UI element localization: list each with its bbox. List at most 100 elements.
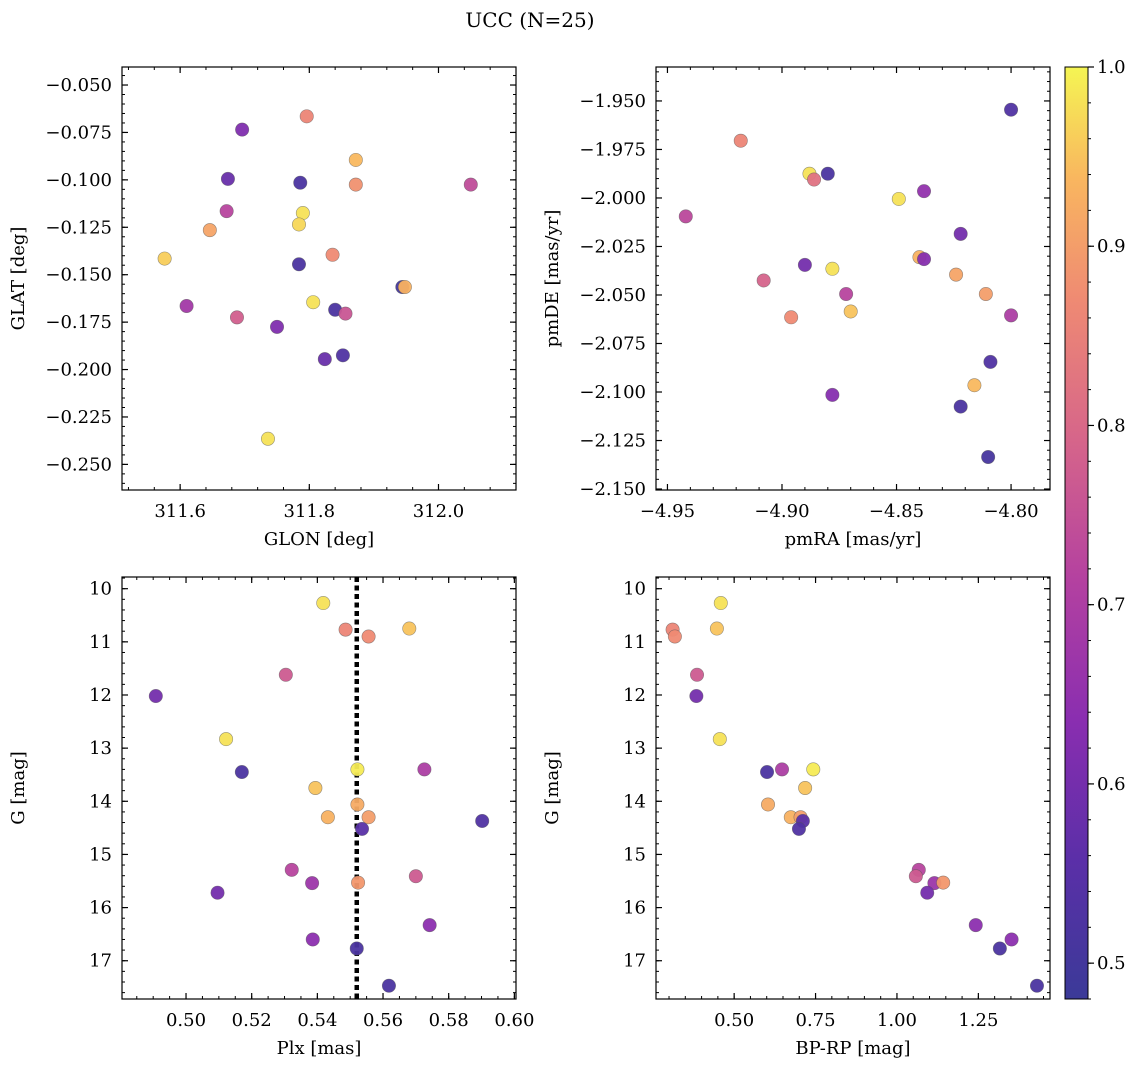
- y-tick-label: 16: [89, 898, 112, 919]
- scatter-point: [402, 621, 417, 636]
- y-tick-label: −0.175: [45, 312, 112, 333]
- scatter-point: [981, 450, 996, 465]
- x-tick-label: 0.56: [363, 1010, 403, 1031]
- colorbar: 0.5 0.6 0.7 0.8 0.9 1.0: [1064, 57, 1126, 1000]
- y-axis-label: G [mag]: [542, 751, 563, 824]
- scatter-point: [325, 247, 340, 262]
- colorbar-tick-label: 0.8: [1097, 415, 1126, 436]
- y-tick-label: 14: [89, 791, 112, 812]
- y-tick-label: 10: [623, 579, 646, 600]
- panel-glon-glat: 311.6 311.8 312.0 −0.250 −0.225 −0.200 −0.175 −…: [8, 66, 517, 550]
- x-tick-label: 312.0: [413, 501, 465, 522]
- scatter-point: [202, 223, 217, 238]
- x-axis-label: GLON [deg]: [264, 529, 374, 550]
- x-tick-label: 0.75: [796, 1010, 836, 1031]
- y-tick-label: −2.000: [579, 188, 646, 209]
- scatter-point: [219, 732, 234, 747]
- scatter-point: [148, 689, 163, 704]
- scatter-point: [463, 177, 478, 192]
- y-tick-label: −0.150: [45, 265, 112, 286]
- scatter-point: [235, 122, 250, 137]
- scatter-point: [278, 667, 293, 682]
- y-tick-label: 10: [89, 579, 112, 600]
- y-tick-label: 11: [89, 632, 112, 653]
- y-tick-label: 14: [623, 791, 646, 812]
- x-tick-label: 311.6: [154, 501, 206, 522]
- y-tick-label: −0.200: [45, 360, 112, 381]
- scatter-point: [784, 310, 799, 325]
- scatter-point: [335, 348, 350, 363]
- x-tick-label: −4.85: [869, 501, 924, 522]
- y-tick-label: 13: [623, 738, 646, 759]
- scatter-point: [791, 821, 806, 836]
- y-tick-label: −0.050: [45, 75, 112, 96]
- scatter-point: [690, 667, 705, 682]
- scatter-point: [798, 780, 813, 795]
- scatter-point: [355, 821, 370, 836]
- y-tick-label: −2.075: [579, 334, 646, 355]
- scatter-point: [891, 191, 906, 206]
- y-tick-label: −2.150: [579, 479, 646, 500]
- x-tick-label: −4.90: [754, 501, 809, 522]
- x-tick-label: 1.00: [877, 1010, 917, 1031]
- scatter-point: [1029, 978, 1044, 993]
- scatter-point: [1004, 102, 1019, 117]
- scatter-point: [210, 885, 225, 900]
- scatter-point: [320, 810, 335, 825]
- y-tick-label: −2.050: [579, 285, 646, 306]
- scatter-point: [351, 875, 366, 890]
- scatter-point: [220, 171, 235, 186]
- y-tick-label: −0.125: [45, 217, 112, 238]
- figure-title: UCC (N=25): [465, 8, 594, 32]
- scatter-point: [270, 319, 285, 334]
- y-tick-label: 17: [623, 951, 646, 972]
- scatter-point: [381, 978, 396, 993]
- scatter-point: [316, 596, 331, 611]
- scatter-point: [422, 918, 437, 933]
- scatter-point: [234, 765, 249, 780]
- scatter-point: [713, 596, 728, 611]
- panel-plx-g: 0.50 0.52 0.54 0.56 0.58 0.60 10 11 12 13 14 15 16 17…: [8, 576, 534, 1059]
- scatter-point: [361, 629, 376, 644]
- scatter-point: [733, 133, 748, 148]
- scatter-point: [408, 869, 423, 884]
- scatter-point: [348, 177, 363, 192]
- scatter-point: [260, 431, 275, 446]
- scatter-point: [361, 810, 376, 825]
- y-tick-label: −0.225: [45, 407, 112, 428]
- scatter-point: [306, 295, 321, 310]
- scatter-point: [917, 184, 932, 199]
- scatter-point: [299, 109, 314, 124]
- x-tick-label: −4.95: [640, 501, 695, 522]
- x-tick-label: 0.50: [714, 1010, 754, 1031]
- scatter-point: [936, 875, 951, 890]
- scatter-point: [775, 762, 790, 777]
- y-tick-label: −0.075: [45, 122, 112, 143]
- scatter-point: [949, 267, 964, 282]
- scatter-point: [756, 273, 771, 288]
- scatter-point: [978, 287, 993, 302]
- x-tick-label: 0.52: [232, 1010, 272, 1031]
- y-tick-label: 15: [623, 844, 646, 865]
- scatter-point: [917, 252, 932, 267]
- y-tick-label: −1.975: [579, 139, 646, 160]
- scatter-point: [839, 287, 854, 302]
- scatter-point: [667, 629, 682, 644]
- panel-bprp-g: 0.50 0.75 1.00 1.25 10 11 12 13 14 15 16 17 BP-RP [m…: [542, 576, 1051, 1059]
- scatter-point: [843, 304, 858, 319]
- x-tick-label: −4.80: [983, 501, 1038, 522]
- scatter-point: [953, 226, 968, 241]
- scatter-point: [760, 765, 775, 780]
- x-axis-label: Plx [mas]: [277, 1038, 362, 1059]
- y-tick-label: 15: [89, 844, 112, 865]
- colorbar-tick-label: 1.0: [1097, 57, 1126, 78]
- scatter-point: [417, 762, 432, 777]
- colorbar-ticks: 0.5 0.6 0.7 0.8 0.9 1.0: [1088, 57, 1126, 1000]
- y-tick-label: 13: [89, 738, 112, 759]
- scatter-point: [807, 172, 822, 187]
- x-tick-label: 0.50: [166, 1010, 206, 1031]
- scatter-point: [825, 261, 840, 276]
- x-tick-label: 0.54: [297, 1010, 337, 1031]
- scatter-point: [820, 166, 835, 181]
